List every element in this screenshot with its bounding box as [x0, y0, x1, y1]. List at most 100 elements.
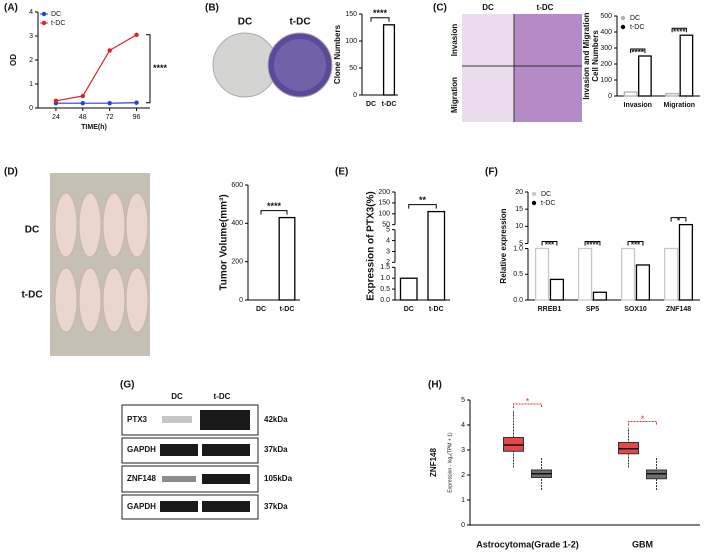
panel-label: (F)	[485, 167, 498, 178]
photo-label: DC	[238, 17, 252, 28]
y-tick-label: 50	[349, 65, 357, 72]
y-axis-label: Tumor Volume(mm³)	[219, 194, 230, 290]
legend-label: DC	[630, 15, 640, 22]
y-axis-label: Cell Numbers	[591, 30, 600, 82]
bar	[577, 247, 593, 301]
bar	[534, 247, 550, 301]
legend-label: DC	[51, 11, 61, 18]
y-axis-label: Invasion and Migration	[582, 12, 591, 99]
legend-label: t-DC	[51, 20, 65, 27]
y-tick-label: 200	[600, 61, 612, 68]
significance-bracket	[370, 17, 390, 22]
panel-label: (H)	[428, 380, 442, 391]
y-tick-label: 300	[600, 45, 612, 52]
x-tick-label: t-DC	[382, 101, 397, 108]
significance-bracket	[408, 204, 437, 209]
significance: *	[677, 217, 681, 226]
y-tick-label: 150	[378, 200, 390, 207]
significance-bracket	[584, 241, 601, 246]
y-tick-label: 1	[29, 81, 33, 88]
significance: ****	[586, 241, 599, 250]
y-tick-label: 100	[378, 211, 390, 218]
y-tick-label: 500	[600, 13, 612, 20]
significance-bracket	[628, 421, 657, 426]
point	[53, 98, 59, 104]
panel-label: (A)	[4, 3, 18, 14]
point	[134, 32, 139, 37]
bar	[399, 277, 418, 301]
blot-column: t-DC	[214, 392, 231, 401]
x-tick-label: 96	[133, 114, 141, 121]
y-tick-label: 1.5	[380, 264, 390, 271]
bar	[592, 291, 608, 301]
bar	[638, 55, 652, 97]
blot-protein: ZNF148	[127, 474, 156, 483]
bar	[678, 223, 694, 301]
y-tick-label: 0	[461, 522, 465, 529]
x-tick-label: DC	[256, 306, 266, 313]
x-tick-label: 72	[106, 114, 114, 121]
x-tick-label: RREB1	[538, 306, 562, 313]
colonies	[274, 39, 326, 91]
photo-label: t-DC	[289, 17, 310, 28]
bar	[663, 247, 679, 301]
y-tick-label: 4	[386, 237, 390, 244]
mice	[54, 192, 149, 333]
x-axis-label: TIME(h)	[81, 124, 107, 131]
y-tick-label: 10	[515, 223, 523, 230]
legend-label: t-DC	[630, 24, 644, 31]
x-tick-label: DC	[404, 306, 414, 313]
panel-label: (E)	[335, 167, 348, 178]
y-tick-label: 2	[29, 57, 33, 64]
photo-label: t-DC	[537, 3, 554, 12]
x-tick-label: Invasion	[624, 102, 652, 109]
photo-label: t-DC	[21, 290, 42, 301]
y-tick-label: 0.0	[380, 297, 390, 304]
significance: ****	[632, 48, 645, 57]
x-tick-label: Migration	[664, 102, 696, 109]
bar	[382, 24, 396, 96]
bar	[665, 92, 679, 97]
significance-bracket	[513, 403, 542, 408]
x-tick-label: DC	[366, 101, 376, 108]
significance: ****	[373, 8, 388, 18]
significance: *	[526, 396, 530, 406]
plate	[212, 32, 278, 98]
photo-label: DC	[482, 3, 494, 12]
y-tick-label: 1	[461, 497, 465, 504]
significance: ***	[545, 241, 555, 250]
legend-marker	[531, 191, 537, 197]
blot-protein: GAPDH	[127, 502, 156, 511]
x-tick-label: 24	[52, 114, 60, 121]
panel-label: (G)	[120, 380, 134, 391]
micrograph	[462, 14, 514, 122]
significance: **	[419, 195, 427, 205]
blot-column: DC	[171, 392, 183, 401]
significance: ****	[153, 63, 168, 73]
panel-label: (B)	[205, 3, 219, 14]
y-tick-label: 0	[29, 105, 33, 112]
y-tick-label: 1.0	[513, 245, 523, 252]
point	[107, 48, 112, 53]
micrograph	[514, 14, 582, 122]
legend-marker	[41, 20, 47, 26]
photo-label: Migration	[450, 77, 459, 113]
significance-bracket	[671, 27, 687, 33]
significance-bracket	[670, 217, 687, 222]
blot-protein: PTX3	[127, 415, 148, 424]
legend-marker	[620, 15, 626, 21]
y-tick-label: 4	[29, 9, 33, 16]
y-tick-label: 4	[461, 422, 465, 429]
y-tick-label: 0	[239, 297, 243, 304]
y-tick-label: 100	[345, 38, 357, 45]
y-tick-label: 15	[515, 206, 523, 213]
point	[80, 93, 86, 99]
y-tick-label: 50	[382, 222, 390, 229]
y-tick-label: 200	[231, 259, 243, 266]
point	[107, 101, 112, 106]
x-tick-label: GBM	[632, 539, 653, 549]
y-tick-label: 400	[231, 220, 243, 227]
significance: ****	[267, 201, 282, 211]
y-tick-label: 0.5	[380, 286, 390, 293]
